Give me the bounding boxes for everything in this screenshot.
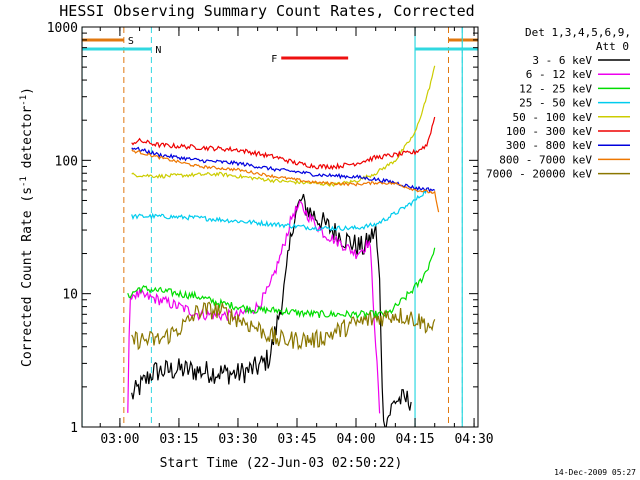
flag-label-F: F [271,54,277,65]
y-axis-label-part: detector [20,106,35,177]
y-axis-label-sup: -1 [19,95,29,106]
series-line-3 [127,247,436,320]
series-line-7 [131,146,435,193]
legend-label: 6 - 12 keV [526,68,593,81]
x-axis-label: Start Time (22-Jun-03 02:50:22) [160,456,403,471]
plot-area: S N F [82,27,478,427]
series-line-6 [131,116,436,171]
x-tick-label: 03:45 [277,432,316,447]
y-axis-label-part: Corrected Count Rate (s [20,187,35,367]
x-tick-label: 04:15 [395,432,434,447]
y-axis-label-sup: -1 [19,176,29,187]
y-axis-label-part: ) [20,87,35,95]
legend-label: 25 - 50 keV [519,97,592,110]
y-tick-label: 1 [70,421,78,436]
footer-timestamp: 14-Dec-2009 05:27 [554,468,636,477]
series-line-5 [131,65,436,188]
legend-label: 12 - 25 keV [519,82,592,95]
legend-label: 100 - 300 keV [506,125,592,138]
legend-title: Att 0 [596,40,629,53]
series-line-4 [131,188,428,232]
series-line-1 [131,193,412,427]
series-line-2 [127,200,381,414]
plot-content: S N F [82,27,478,427]
legend-label: 800 - 7000 keV [499,153,592,166]
y-tick-label: 10 [62,288,78,303]
x-tick-label: 04:00 [336,432,375,447]
x-tick-label: 04:30 [454,432,493,447]
y-tick-label: 100 [55,154,78,169]
legend-label: 3 - 6 keV [532,54,592,67]
legend-label: 7000 - 20000 keV [486,168,592,181]
y-tick-label: 1000 [47,21,78,36]
series-line-8 [131,149,440,213]
y-axis-label: Corrected Count Rate (s-1 detector-1) [19,87,35,367]
legend-label: 300 - 800 keV [506,139,592,152]
flag-label-S: S [128,36,134,47]
plot-frame [81,26,479,428]
x-tick-label: 03:00 [100,432,139,447]
x-tick-label: 03:15 [159,432,198,447]
flag-label-N: N [155,45,161,56]
legend-label: 50 - 100 keV [513,111,593,124]
chart-title: HESSI Observing Summary Count Rates, Cor… [59,2,474,20]
series-line-9 [131,301,436,351]
legend-title: Det 1,3,4,5,6,9, [525,26,631,39]
x-tick-label: 03:30 [218,432,257,447]
axes: 1 10 100 1000 03:00 03:15 03:30 03:45 04:00 04:15… [47,21,494,447]
